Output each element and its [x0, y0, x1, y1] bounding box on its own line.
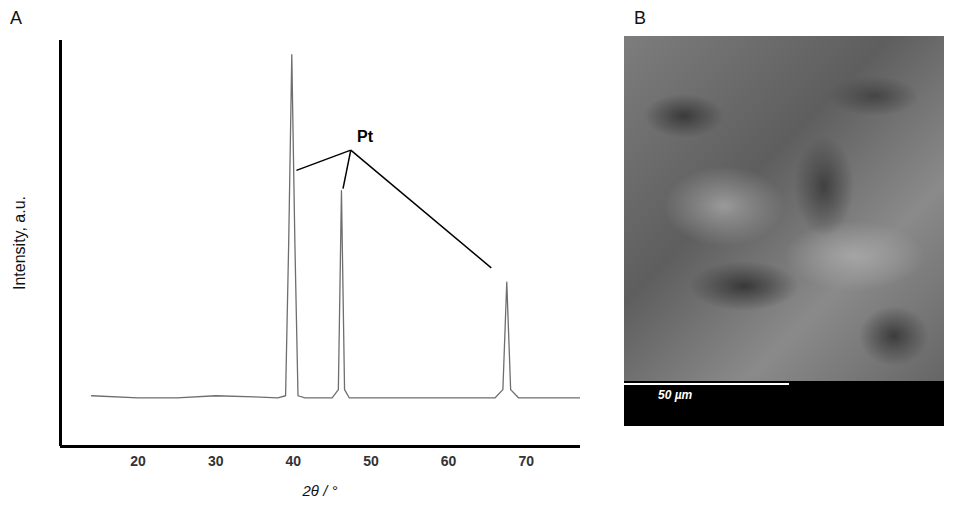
html-text:A: A [10, 8, 22, 28]
svg-text:Pt: Pt [357, 128, 374, 145]
svg-text:30: 30 [208, 453, 224, 469]
svg-text:40: 40 [286, 453, 302, 469]
html-text:Intensity, a.u.: Intensity, a.u. [11, 196, 28, 290]
html-text:2θ / °: 2θ / ° [302, 482, 338, 499]
svg-text:20: 20 [130, 453, 146, 469]
html-text:50 µm: 50 µm [658, 388, 693, 402]
svg-text:60: 60 [441, 453, 457, 469]
html-text:B: B [634, 8, 646, 28]
svg-text:50: 50 [363, 453, 379, 469]
svg-text:70: 70 [518, 453, 534, 469]
